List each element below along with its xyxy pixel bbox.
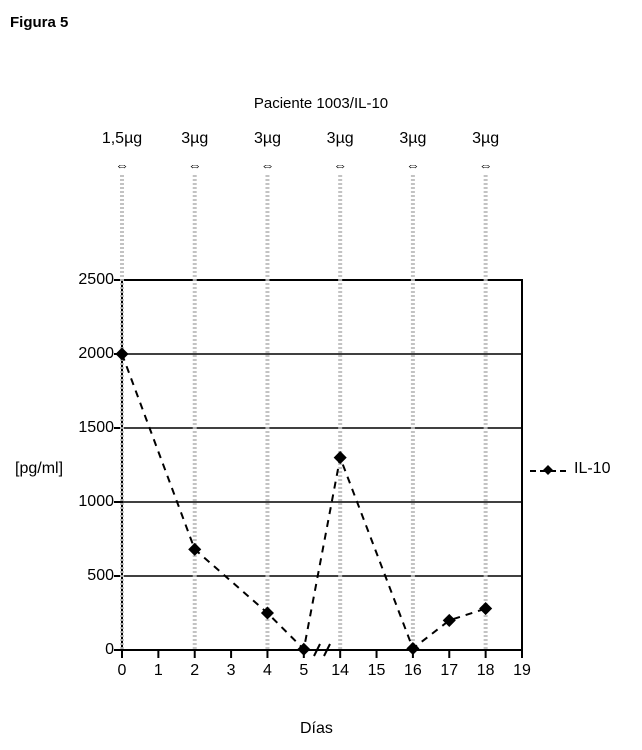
dose-arrow-icon: ⇔ (333, 158, 347, 172)
dose-label: 3µg (181, 130, 208, 148)
legend-label: IL-10 (574, 460, 610, 478)
y-tick-label: 1500 (68, 419, 114, 437)
dose-label: 3µg (472, 130, 499, 148)
x-tick-label: 4 (263, 662, 272, 680)
chart-plot (0, 0, 642, 750)
x-axis-title: Días (300, 720, 333, 738)
dose-label: 3µg (327, 130, 354, 148)
x-tick-label: 14 (331, 662, 349, 680)
dose-arrow-icon: ⇔ (479, 158, 493, 172)
y-axis-title: [pg/ml] (15, 460, 63, 478)
y-tick-label: 500 (68, 567, 114, 585)
y-tick-label: 2500 (68, 271, 114, 289)
x-tick-label: 2 (190, 662, 199, 680)
x-tick-label: 0 (118, 662, 127, 680)
x-tick-label: 17 (440, 662, 458, 680)
dose-arrow-icon: ⇔ (188, 158, 202, 172)
dose-arrow-icon: ⇔ (115, 158, 129, 172)
y-tick-label: 2000 (68, 345, 114, 363)
x-tick-label: 18 (477, 662, 495, 680)
x-tick-label: 16 (404, 662, 422, 680)
x-tick-label: 19 (513, 662, 531, 680)
y-tick-label: 0 (68, 641, 114, 659)
dose-label: 3µg (399, 130, 426, 148)
dose-arrow-icon: ⇔ (406, 158, 420, 172)
x-tick-label: 5 (299, 662, 308, 680)
dose-label: 3µg (254, 130, 281, 148)
x-tick-label: 3 (227, 662, 236, 680)
y-tick-label: 1000 (68, 493, 114, 511)
x-tick-label: 1 (154, 662, 163, 680)
x-tick-label: 15 (368, 662, 386, 680)
dose-arrow-icon: ⇔ (260, 158, 274, 172)
dose-label: 1,5µg (102, 130, 142, 148)
